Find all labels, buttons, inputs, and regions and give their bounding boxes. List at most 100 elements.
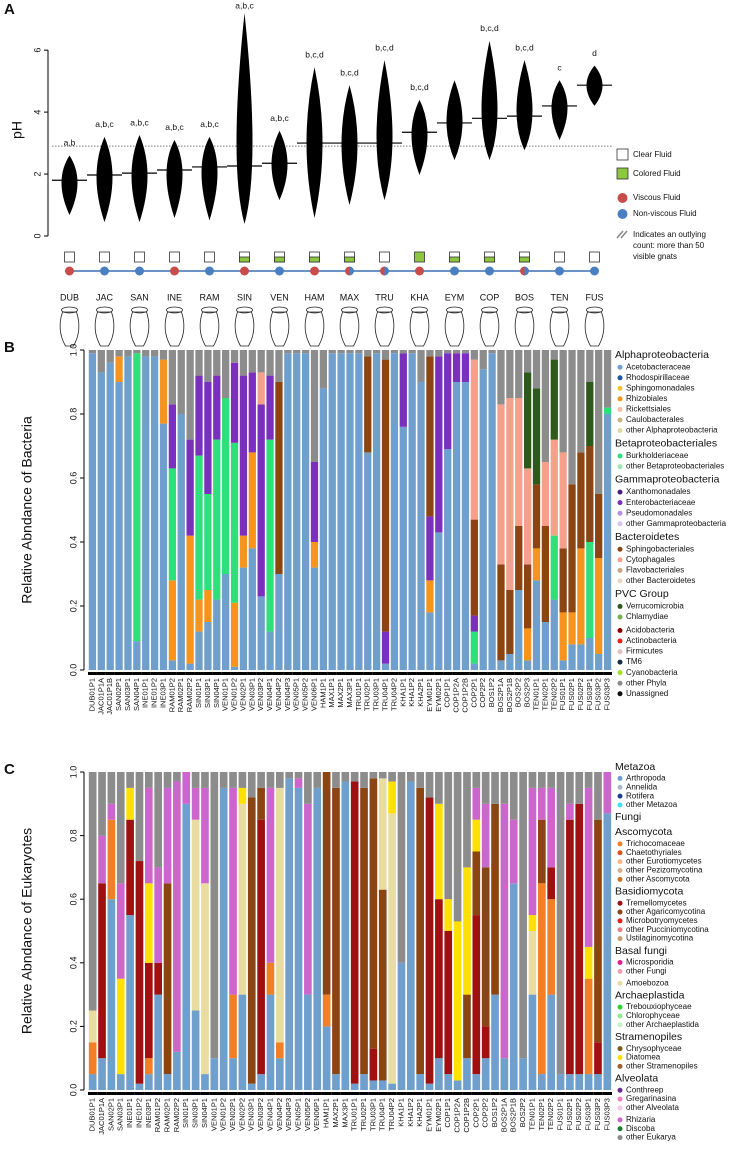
x-tick-label: SIN01P1 <box>181 1098 190 1128</box>
bar-segment <box>586 382 594 446</box>
sample-marker <box>321 1092 332 1095</box>
bar-segment <box>491 803 499 995</box>
bar-segment <box>239 350 248 376</box>
legend-header: Stramenopiles <box>615 1031 682 1043</box>
bar-segment <box>230 362 239 443</box>
legend-label: Caulobacterales <box>626 415 684 424</box>
legend-swatch <box>617 659 623 665</box>
x-tick-label: JAC01P1A <box>96 678 105 715</box>
bar-segment <box>500 803 509 1059</box>
legend-swatch <box>617 691 623 697</box>
x-tick-label: TRU04P2 <box>389 678 398 711</box>
bar-segment <box>173 772 181 782</box>
sample-marker <box>499 1092 510 1095</box>
bar-segment <box>304 803 312 995</box>
bar-segment <box>559 612 567 661</box>
x-tick-label: COP2P2 <box>481 1098 490 1128</box>
y-tick-label: 2 <box>32 172 42 177</box>
legend-label: other Betaproteobacteriales <box>626 462 724 471</box>
x-tick-label: INE <box>167 292 182 302</box>
bar-segment <box>603 772 612 814</box>
bar-segment <box>219 787 228 1090</box>
bar-segment <box>168 660 177 670</box>
legend-label: Verrucomicrobia <box>626 602 684 611</box>
bar-segment <box>532 580 541 670</box>
bar-segment <box>106 350 114 363</box>
bar-segment <box>575 772 584 804</box>
sample-marker <box>340 1092 350 1095</box>
bar-segment <box>550 535 558 600</box>
legend-header: Gammaproteobacteria <box>615 474 720 486</box>
bar-segment <box>124 350 132 357</box>
sample-marker <box>443 1092 453 1095</box>
x-tick-label: JAC <box>96 292 114 302</box>
x-tick-label: COP1P2A <box>452 678 461 713</box>
bar-segment <box>191 1010 200 1090</box>
x-tick-label: FUS03P1 <box>584 1098 593 1131</box>
bar-segment <box>515 590 523 670</box>
y-tick-label: 0.8 <box>68 829 78 842</box>
bar-segment <box>547 899 556 995</box>
legend-label: Trebouxiophyceae <box>626 1002 692 1011</box>
x-tick-label: VEN04P2 <box>275 1098 284 1131</box>
bar-segment <box>472 851 481 916</box>
sample-marker <box>256 672 266 675</box>
sample-marker <box>462 1092 472 1095</box>
fluid-box <box>554 251 565 263</box>
bar-segment <box>133 641 141 670</box>
x-tick-label: MAX3P1 <box>345 678 354 708</box>
pitcher-lid <box>236 306 253 314</box>
x-tick-label: DUB <box>60 292 79 302</box>
sample-marker <box>172 1092 182 1095</box>
bar-segment <box>350 772 359 782</box>
sample-marker <box>574 1092 584 1095</box>
bar-segment <box>284 350 292 354</box>
sample-marker <box>212 672 222 675</box>
x-tick-label: SAN04P1 <box>132 678 141 711</box>
bar-segment <box>230 602 239 667</box>
x-tick-label: RAM02P1 <box>176 678 185 712</box>
bar-segment <box>435 772 443 804</box>
violin <box>271 130 288 201</box>
bar-segment <box>575 803 584 1075</box>
bar-segment <box>532 350 541 389</box>
sample-marker <box>105 672 115 675</box>
legend-swatch <box>617 557 623 563</box>
bar-segment <box>452 350 461 354</box>
bar-segment <box>586 638 594 670</box>
bar-segment <box>369 772 378 779</box>
x-tick-label: BOS2P2 <box>518 1098 527 1127</box>
bar-segment <box>142 356 150 670</box>
sample-marker <box>141 672 151 675</box>
x-tick-label: SIN01P1 <box>194 678 203 708</box>
bar-segment <box>126 787 134 820</box>
legend-swatch <box>617 464 623 470</box>
x-tick-label: TEN01P1 <box>527 1098 536 1131</box>
pitcher-drawing <box>549 311 570 347</box>
fluid-box <box>589 251 600 263</box>
legend-label: Burkholderiaceae <box>626 451 689 460</box>
legend-swatch <box>617 793 623 799</box>
x-tick-label: VEN03P2 <box>256 1098 265 1131</box>
bar-segment <box>191 819 200 1011</box>
bar-segment <box>135 1083 144 1090</box>
bar-segment <box>497 660 505 670</box>
sample-marker <box>509 1092 519 1095</box>
bar-segment <box>294 772 303 779</box>
x-tick-label: EYM01P1 <box>425 678 434 712</box>
bar-segment <box>150 356 159 670</box>
viscosity-dot <box>485 266 494 276</box>
violin <box>516 60 533 151</box>
bar-segment <box>444 899 453 931</box>
bar-segment <box>229 787 237 995</box>
bar-segment <box>213 439 221 600</box>
bar-segment <box>88 353 97 670</box>
legend-label: Diatomea <box>626 1053 661 1062</box>
bar-segment <box>210 772 219 1059</box>
pitcher-drawing <box>129 311 150 347</box>
pitcher-lid <box>61 306 78 314</box>
legend-label: other Stramenopiles <box>626 1062 698 1071</box>
bar-segment <box>328 353 336 670</box>
bar-segment <box>266 994 275 1090</box>
sample-marker <box>381 672 390 675</box>
